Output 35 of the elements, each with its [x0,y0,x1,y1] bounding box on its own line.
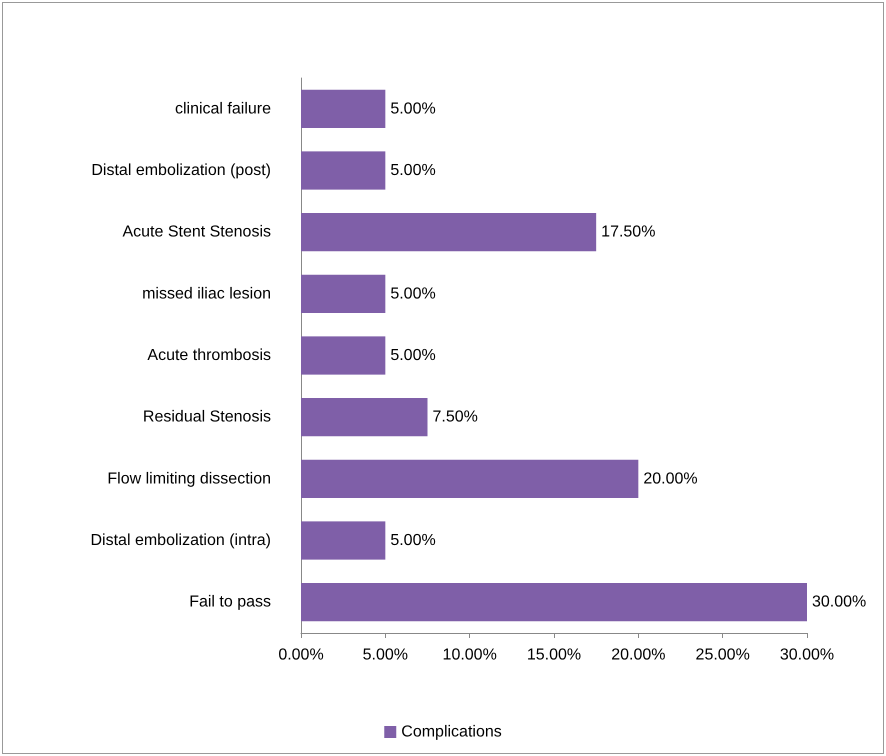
bar [301,521,386,560]
bar [301,213,596,252]
bar [301,336,386,375]
data-label: 17.50% [601,224,656,241]
x-tick-label: 5.00% [362,646,408,664]
bar [301,583,807,622]
bar [301,274,386,313]
x-tick-label: 0.00% [278,646,324,664]
data-label: 5.00% [390,347,436,364]
bar [301,151,386,190]
y-tick-label: missed iliac lesion [142,285,271,302]
y-tick-label: Residual Stenosis [142,408,271,426]
y-tick-label: Distal embolization (intra) [90,532,271,549]
bar [301,90,386,128]
x-tick-label: 25.00% [696,646,750,664]
data-label: 30.00% [812,594,866,611]
y-tick-label: Fail to pass [189,594,271,611]
legend-label: Complications [401,724,502,740]
bar [301,398,428,436]
y-tick-label: Acute thrombosis [147,347,271,364]
data-label: 20.00% [643,470,698,488]
bar [301,460,638,498]
y-tick-label: Distal embolization (post) [91,162,271,179]
x-tick-label: 20.00% [611,646,666,664]
x-tick-label: 15.00% [526,646,582,664]
data-label: 5.00% [390,285,436,302]
x-tick-label: 30.00% [780,646,834,664]
y-tick-label: Acute Stent Stenosis [122,224,271,241]
data-label: 7.50% [432,408,478,426]
data-label: 5.00% [390,162,436,179]
y-tick-label: clinical failure [174,100,272,118]
data-label: 5.00% [390,100,436,118]
y-tick-label: Flow limiting dissection [107,470,271,488]
data-label: 5.00% [390,532,436,549]
x-tick-label: 10.00% [442,646,497,664]
